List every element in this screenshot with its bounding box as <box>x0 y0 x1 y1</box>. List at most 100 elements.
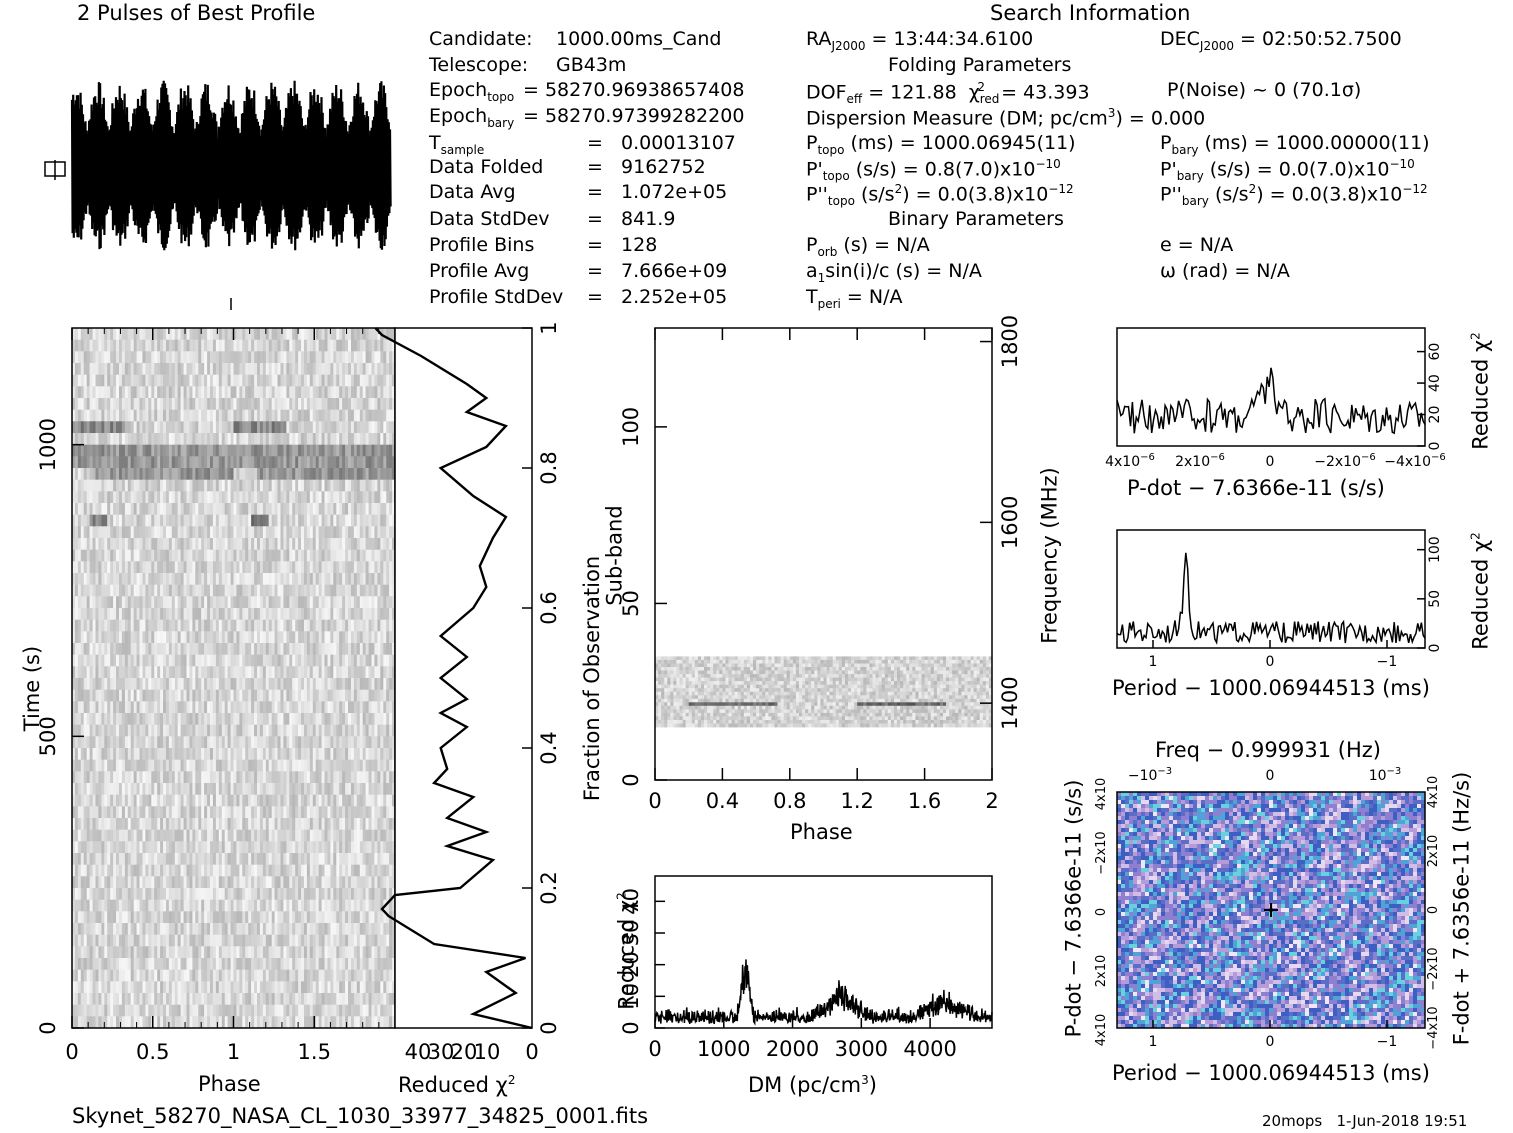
heatmap-cell <box>160 584 164 597</box>
heatmap-cell <box>210 526 214 539</box>
heatmap-cell <box>127 514 132 527</box>
heatmap-cell <box>124 363 129 376</box>
heatmap-cell <box>92 619 96 632</box>
heatmap-cell <box>374 771 378 784</box>
heatmap-cell <box>89 771 93 784</box>
heatmap-cell <box>351 468 355 481</box>
heatmap-cell <box>306 771 311 784</box>
heatmap-cell <box>262 666 267 679</box>
heatmap-cell <box>348 841 352 854</box>
heatmap-cell <box>151 794 155 807</box>
heatmap-cell <box>166 829 170 842</box>
heatmap-cell <box>304 689 308 702</box>
heatmap-cell <box>365 468 369 481</box>
heatmap-cell <box>368 584 372 597</box>
heatmap-cell <box>139 748 143 761</box>
heatmap-cell <box>89 328 93 341</box>
heatmap-cell <box>98 433 102 446</box>
heatmap-cell <box>201 456 205 469</box>
heatmap-cell <box>289 398 293 411</box>
heatmap-cell <box>201 444 205 457</box>
heatmap-cell <box>377 771 381 784</box>
heatmap-cell <box>342 841 346 854</box>
heatmap-cell <box>304 328 308 341</box>
heatmap-cell <box>130 526 134 539</box>
heatmap-cell <box>95 818 99 831</box>
heatmap-cell <box>356 328 361 341</box>
heatmap-cell <box>163 783 167 796</box>
heatmap-cell <box>130 514 134 527</box>
heatmap-cell <box>286 351 290 364</box>
heatmap-cell <box>304 339 308 352</box>
heatmap-cell <box>239 748 243 761</box>
heatmap-cell <box>163 398 167 411</box>
heatmap-cell <box>248 736 252 749</box>
heatmap-cell <box>386 526 390 539</box>
heatmap-cell <box>177 654 181 667</box>
heatmap-cell <box>315 771 319 784</box>
heatmap-cell <box>336 468 340 481</box>
heatmap-cell <box>254 514 258 527</box>
heatmap-cell <box>148 724 152 737</box>
heatmap-cell <box>168 468 173 481</box>
heatmap-cell <box>295 538 299 551</box>
heatmap-cell <box>83 783 87 796</box>
heatmap-cell <box>239 829 243 842</box>
info-label: Epochbary <box>429 105 515 130</box>
heatmap-cell <box>348 631 352 644</box>
heatmap-cell <box>274 841 278 854</box>
heatmap-cell <box>127 666 132 679</box>
heatmap-cell <box>298 363 302 376</box>
heatmap-cell <box>163 771 167 784</box>
heatmap-cell <box>286 736 290 749</box>
heatmap-cell <box>168 339 173 352</box>
heatmap-cell <box>198 584 202 597</box>
heatmap-cell <box>321 561 325 574</box>
heatmap-cell <box>166 584 170 597</box>
heatmap-cell <box>283 456 287 469</box>
heatmap-cell <box>104 748 108 761</box>
info-label: Candidate: <box>429 28 533 50</box>
heatmap-cell <box>154 328 158 341</box>
heatmap-cell <box>262 794 267 807</box>
heatmap-cell <box>286 421 290 434</box>
heatmap-cell <box>151 771 155 784</box>
heatmap-cell <box>277 736 281 749</box>
heatmap-cell <box>277 538 281 551</box>
heatmap-cell <box>177 386 181 399</box>
heatmap-cell <box>345 794 349 807</box>
heatmap-cell <box>342 678 346 691</box>
heatmap-cell <box>374 713 378 726</box>
heatmap-cell <box>268 759 272 772</box>
heatmap-cell <box>242 678 246 691</box>
heatmap-cell <box>177 806 181 819</box>
heatmap-cell <box>371 596 375 609</box>
heatmap-cell <box>121 526 126 539</box>
heatmap-cell <box>389 526 393 539</box>
heatmap-cell <box>248 479 252 492</box>
heatmap-cell <box>242 736 246 749</box>
heatmap-cell <box>180 409 184 422</box>
heatmap-cell <box>251 619 255 632</box>
heatmap-cell <box>136 514 140 527</box>
heatmap-cell <box>80 759 85 772</box>
heatmap-cell <box>259 666 264 679</box>
heatmap-cell <box>233 783 237 796</box>
heatmap-cell <box>95 351 99 364</box>
heatmap-cell <box>333 444 337 457</box>
heatmap-cell <box>380 363 384 376</box>
heatmap-cell <box>116 433 120 446</box>
heatmap-cell <box>377 666 381 679</box>
heatmap-cell <box>180 701 184 714</box>
heatmap-cell <box>324 363 328 376</box>
heatmap-cell <box>345 479 349 492</box>
heatmap-cell <box>389 829 393 842</box>
heatmap-cell <box>304 643 308 656</box>
heatmap-cell <box>392 654 396 667</box>
heatmap-cell <box>280 374 284 387</box>
heatmap-cell <box>233 363 237 376</box>
heatmap-cell <box>166 503 170 516</box>
heatmap-cell <box>327 736 331 749</box>
heatmap-cell <box>345 503 349 516</box>
heatmap-cell <box>168 409 173 422</box>
